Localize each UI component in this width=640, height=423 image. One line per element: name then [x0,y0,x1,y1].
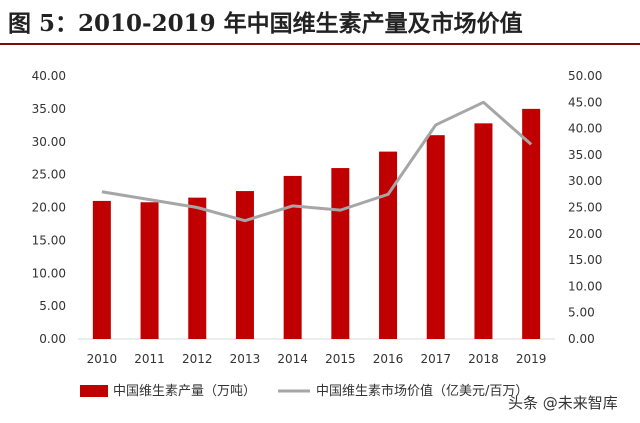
y-right-tick-label: 35.00 [568,148,602,162]
title-bar: 图 5：2010-2019 年中国维生素产量及市场价值 [0,0,640,45]
bar [92,200,111,339]
x-tick-label: 2016 [373,352,404,366]
line-series [101,100,533,223]
bar [379,151,398,339]
y-right-tick-label: 5.00 [568,306,595,320]
y-right-tick-label: 45.00 [568,95,602,109]
bar [188,197,207,339]
bar [331,168,350,339]
bar [235,191,254,339]
y-right-tick-label: 0.00 [568,332,595,346]
y-right-tick-label: 40.00 [568,122,602,136]
y-left-tick-label: 25.00 [32,168,66,182]
legend-line-label: 中国维生素市场价值（亿美元/百万） [316,383,528,399]
y-right-tick-label: 10.00 [568,279,602,293]
x-tick-label: 2015 [325,352,356,366]
bar [474,123,493,339]
bar [522,108,541,339]
y-left-tick-label: 10.00 [32,266,66,280]
y-left-tick-label: 20.00 [32,201,66,215]
x-tick-label: 2013 [230,352,261,366]
y-left-tick-label: 15.00 [32,233,66,247]
y-left-tick-label: 0.00 [39,332,66,346]
combo-chart: 0.00 5.00 10.00 15.00 20.00 25.00 30.00 35.00 40… [32,69,603,399]
y-right-tick-label: 30.00 [568,174,602,188]
legend-bar-swatch [80,385,108,397]
y-left-tick-label: 5.00 [39,299,66,313]
page-title: 图 5：2010-2019 年中国维生素产量及市场价值 [8,10,523,37]
x-tick-label: 2017 [420,352,451,366]
bar [426,135,445,339]
x-tick-label: 2014 [277,352,308,366]
y-right-tick-label: 50.00 [568,69,602,83]
watermark: 头条 @未来智库 [508,394,618,412]
legend-bar-label: 中国维生素产量（万吨） [113,384,256,399]
y-left-tick-label: 30.00 [32,135,66,149]
x-tick-label: 2018 [468,352,499,366]
title-divider [0,43,640,45]
y-right-tick-label: 15.00 [568,253,602,267]
y-right-tick-label: 25.00 [568,201,602,215]
bar [283,175,302,339]
x-tick-label: 2011 [134,352,165,366]
y-right-tick-label: 20.00 [568,227,602,241]
x-tick-label: 2010 [87,352,118,366]
bar [140,202,159,339]
x-tick-label: 2012 [182,352,213,366]
x-tick-label: 2019 [516,352,547,366]
y-left-tick-label: 40.00 [32,69,66,83]
y-left-tick-label: 35.00 [32,102,66,116]
